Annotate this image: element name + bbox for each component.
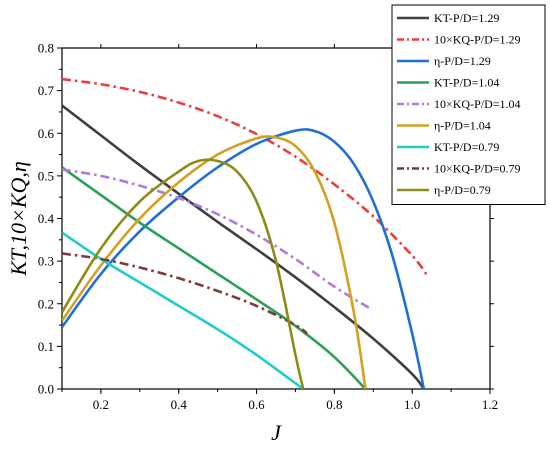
y-axis-label: KT,10×KQ,η	[6, 161, 31, 277]
legend-label: η-P/D=1.29	[434, 54, 491, 68]
y-tick-label: 0.2	[38, 296, 54, 311]
legend-label: KT-P/D=0.79	[434, 140, 499, 154]
legend-label: 10×KQ-P/D=1.29	[434, 33, 521, 47]
y-tick-label: 0.7	[38, 83, 55, 98]
y-tick-label: 0.0	[38, 382, 54, 397]
legend-label: KT-P/D=1.29	[434, 11, 499, 25]
series-line-1	[62, 104, 425, 389]
y-tick-label: 0.3	[38, 254, 54, 269]
legend: KT-P/D=1.29 10×KQ-P/D=1.29 η-P/D=1.29 KT-P/…	[391, 4, 546, 205]
y-tick-label: 0.6	[38, 126, 55, 141]
x-tick-label: 0.8	[326, 397, 342, 412]
legend-label: 10×KQ-P/D=1.04	[434, 97, 521, 111]
x-tick-label: 1.2	[482, 397, 498, 412]
series-line-3	[62, 128, 426, 389]
series-line-6	[62, 135, 367, 389]
series-line-9	[62, 158, 305, 389]
axes: 0.2 0.4 0.6 0.8 1.0 1.2 0.0 0.1 0.2 0.3 0.4 0.5 0.6 0…	[6, 41, 498, 446]
series-line-4	[62, 166, 367, 389]
y-tick-label: 0.1	[38, 339, 54, 354]
x-tick-label: 0.6	[248, 397, 265, 412]
x-tick-label: 0.4	[171, 397, 188, 412]
x-tick-label: 1.0	[404, 397, 420, 412]
series-line-2	[62, 77, 429, 277]
y-tick-label: 0.4	[38, 211, 55, 226]
series-line-8	[62, 252, 308, 335]
x-tick-label: 0.2	[93, 397, 109, 412]
legend-label: 10×KQ-P/D=0.79	[434, 162, 521, 176]
y-tick-label: 0.8	[38, 41, 54, 56]
x-axis-label: J	[271, 420, 282, 445]
y-tick-label: 0.5	[38, 168, 54, 183]
legend-label: η-P/D=0.79	[434, 183, 491, 197]
series-group	[62, 77, 429, 389]
legend-label: η-P/D=1.04	[434, 119, 491, 133]
series-line-5	[62, 168, 371, 310]
legend-label: KT-P/D=1.04	[434, 76, 499, 90]
